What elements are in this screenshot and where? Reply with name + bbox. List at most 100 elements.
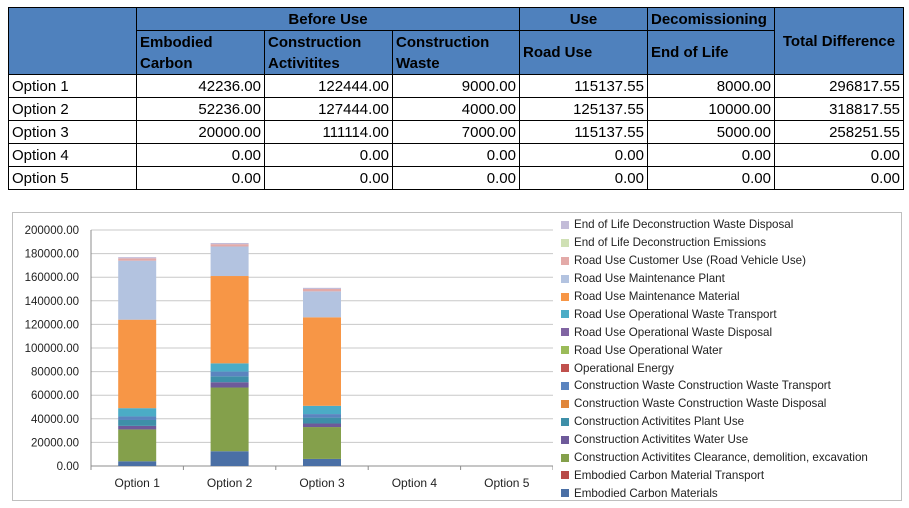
bar-segment xyxy=(303,414,341,418)
road-use-value: 115137.55 xyxy=(519,74,648,98)
header-decommissioning: Decomissioning xyxy=(647,7,775,31)
legend-label: Construction Activitites Plant Use xyxy=(574,415,745,429)
x-tick-label: Option 4 xyxy=(392,476,438,490)
legend-item: Road Use Customer Use (Road Vehicle Use) xyxy=(561,252,868,270)
bar-segment xyxy=(118,408,157,417)
embodied-carbon-value: 0.00 xyxy=(136,166,265,190)
header-total-difference: Total Difference xyxy=(774,7,904,75)
table-row: Option 4 0.00 0.00 0.00 0.00 0.00 0.00 xyxy=(8,143,904,167)
x-tick-label: Option 5 xyxy=(484,476,530,490)
road-use-value: 115137.55 xyxy=(519,120,648,144)
legend-swatch xyxy=(561,310,569,319)
legend-label: Road Use Operational Waste Transport xyxy=(574,307,777,321)
header-construction-activities: Construction Activitites xyxy=(264,30,393,75)
bar-segment xyxy=(210,371,249,377)
bar-segment xyxy=(118,416,157,420)
legend-label: Construction Waste Construction Waste Tr… xyxy=(574,379,831,393)
table-row: Option 1 42236.00 122444.00 9000.00 1151… xyxy=(8,74,904,98)
bar-segment xyxy=(303,417,341,424)
legend-item: Construction Activitites Clearance, demo… xyxy=(561,449,868,467)
legend-item: Road Use Operational Waste Transport xyxy=(561,305,868,323)
legend-swatch xyxy=(561,453,569,462)
bar-segment xyxy=(303,427,341,459)
legend-item: Operational Energy xyxy=(561,359,868,377)
total-difference-value: 0.00 xyxy=(774,166,904,190)
construction-activities-value: 0.00 xyxy=(264,143,393,167)
option-label: Option 1 xyxy=(8,74,137,98)
legend-label: End of Life Deconstruction Waste Disposa… xyxy=(574,218,794,232)
option-label: Option 5 xyxy=(8,166,137,190)
table-row: Option 5 0.00 0.00 0.00 0.00 0.00 0.00 xyxy=(8,166,904,190)
legend-swatch xyxy=(561,292,569,301)
legend-item: End of Life Deconstruction Emissions xyxy=(561,234,868,252)
total-difference-value: 296817.55 xyxy=(774,74,904,98)
bar-segment xyxy=(118,319,157,409)
bar-segment xyxy=(118,429,157,462)
x-tick-label: Option 1 xyxy=(115,476,161,490)
header-before-use: Before Use xyxy=(136,7,520,31)
header-use: Use xyxy=(519,7,648,31)
legend-swatch xyxy=(561,328,569,337)
legend-item: Construction Activitites Water Use xyxy=(561,431,868,449)
embodied-carbon-value: 52236.00 xyxy=(136,97,265,121)
end-of-life-value: 0.00 xyxy=(647,166,775,190)
bar-segment xyxy=(118,425,157,430)
legend-swatch xyxy=(561,489,569,498)
y-tick-label: 180000.00 xyxy=(25,249,79,261)
legend-item: Construction Waste Construction Waste Tr… xyxy=(561,377,868,395)
total-difference-value: 0.00 xyxy=(774,143,904,167)
legend-swatch xyxy=(561,399,569,408)
embodied-carbon-value: 42236.00 xyxy=(136,74,265,98)
legend-item: Road Use Operational Water xyxy=(561,341,868,359)
bar-segment xyxy=(303,291,341,318)
end-of-life-value: 5000.00 xyxy=(647,120,775,144)
legend-swatch xyxy=(561,364,569,373)
legend-swatch xyxy=(561,256,569,265)
bar-segment xyxy=(210,376,249,383)
y-tick-label: 140000.00 xyxy=(25,296,79,308)
bar-segment xyxy=(303,405,341,415)
construction-waste-value: 4000.00 xyxy=(392,97,520,121)
bar-segment xyxy=(210,276,249,364)
legend-item: Road Use Maintenance Plant xyxy=(561,270,868,288)
legend-label: Road Use Maintenance Material xyxy=(574,290,740,303)
legend-swatch xyxy=(561,471,569,480)
bar-segment xyxy=(210,387,249,452)
construction-waste-value: 7000.00 xyxy=(392,120,520,144)
end-of-life-value: 10000.00 xyxy=(647,97,775,121)
total-difference-value: 318817.55 xyxy=(774,97,904,121)
y-tick-label: 120000.00 xyxy=(25,319,79,331)
chart-plot: 0.00 20000.00 40000.00 60000.00 80000.00 1000… xyxy=(25,225,553,490)
legend-item: Road Use Maintenance Material xyxy=(561,288,868,306)
bar-segment xyxy=(210,242,249,245)
legend-item: Construction Activitites Plant Use xyxy=(561,413,868,431)
bar-segment xyxy=(303,458,341,466)
embodied-carbon-value: 20000.00 xyxy=(136,120,265,144)
bar-segment xyxy=(210,451,249,466)
header-road-use: Road Use xyxy=(519,30,648,75)
header-construction-waste: Construction Waste xyxy=(392,30,520,75)
bar-segment xyxy=(118,419,157,426)
legend-swatch xyxy=(561,346,569,355)
end-of-life-value: 8000.00 xyxy=(647,74,775,98)
legend-label: Embodied Carbon Materials xyxy=(574,486,718,500)
legend-swatch xyxy=(561,274,569,283)
construction-activities-value: 111114.00 xyxy=(264,120,393,144)
legend-label: Operational Energy xyxy=(574,361,674,375)
legend-label: Road Use Maintenance Plant xyxy=(574,272,725,286)
bar-segment xyxy=(210,363,249,372)
legend-swatch xyxy=(561,381,569,390)
legend-label: Construction Activitites Water Use xyxy=(574,433,749,447)
legend-label: End of Life Deconstruction Emissions xyxy=(574,236,767,250)
legend-label: Road Use Operational Waste Disposal xyxy=(574,325,773,339)
bar-segment xyxy=(118,260,157,320)
header-end-of-life: End of Life xyxy=(647,30,775,75)
bar-segment xyxy=(210,246,249,277)
construction-activities-value: 0.00 xyxy=(264,166,393,190)
table-row: Option 3 20000.00 111114.00 7000.00 1151… xyxy=(8,120,904,144)
bar-segment xyxy=(118,257,157,259)
legend-label: Embodied Carbon Material Transport xyxy=(574,468,765,482)
option-label: Option 4 xyxy=(8,143,137,167)
bar-segment xyxy=(303,287,341,289)
legend-swatch xyxy=(561,220,569,229)
